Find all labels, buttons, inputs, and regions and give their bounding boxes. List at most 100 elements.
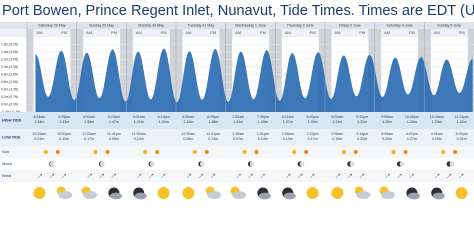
wind-arrow xyxy=(49,173,55,179)
tide-height: 1.31m xyxy=(332,120,342,124)
weather-cloud xyxy=(134,192,147,200)
moon-icon xyxy=(299,161,305,167)
night-band xyxy=(120,29,127,112)
wind-arrow xyxy=(347,173,353,179)
tide-height: 0.10m xyxy=(283,137,293,141)
y-tick-label: 0.6m (2.0ft) xyxy=(1,80,18,84)
wind-arrow xyxy=(297,173,303,179)
moon-icon xyxy=(49,161,55,167)
tide-time: 10:26pm xyxy=(405,115,419,119)
sun-icon xyxy=(105,150,110,154)
am-label: AM xyxy=(136,30,142,35)
tide-time: 2:08am xyxy=(282,132,294,136)
wind-arrow xyxy=(335,173,341,179)
wind-arrow xyxy=(210,173,216,179)
tide-height: 0.14m xyxy=(258,137,268,141)
y-tick-label: -0.2m (-0.7ft) xyxy=(1,110,20,114)
moon-icon xyxy=(199,161,205,167)
sun-icon xyxy=(192,150,197,154)
weather-sun xyxy=(306,187,319,199)
tide-time: 4:52am xyxy=(83,115,95,119)
tide-time: 12:30am xyxy=(181,132,195,136)
wind-arrow xyxy=(87,173,92,179)
tide-time: 11:41pm xyxy=(107,132,121,136)
tide-time: 4:35pm xyxy=(58,115,70,119)
sun-icon xyxy=(353,150,358,154)
moon-icon xyxy=(99,161,105,167)
tide-time: 6:59pm xyxy=(207,115,219,119)
sun-icon xyxy=(254,150,259,154)
night-band xyxy=(169,29,176,112)
pm-label: PM xyxy=(260,30,266,35)
wind-arrow xyxy=(385,173,390,179)
y-tick-label: 0.2m (0.7ft) xyxy=(1,95,18,99)
night-band xyxy=(275,29,282,112)
tide-time: 6:30am xyxy=(182,115,194,119)
tide-height: 1.22m xyxy=(457,120,467,124)
tide-height: 1.32m xyxy=(357,120,367,124)
wind-arrow xyxy=(285,173,291,179)
wind-arrow xyxy=(198,173,204,179)
weather-sun xyxy=(182,187,195,199)
y-tick-label: 1.0m (3.3ft) xyxy=(1,65,18,69)
day-label: Thursday 2 June xyxy=(287,24,314,28)
wind-arrow xyxy=(61,173,67,179)
am-label: AM xyxy=(384,30,390,35)
wind-arrow xyxy=(99,173,104,179)
weather-sun xyxy=(455,187,468,199)
tide-time: 3:14pm xyxy=(356,132,368,136)
day-label: Wednesday 1 June xyxy=(235,24,266,28)
night-band xyxy=(374,29,382,112)
tide-height: 0.08m xyxy=(109,137,119,141)
wind-arrow xyxy=(136,173,142,179)
tide-time: 2:22pm xyxy=(307,132,319,136)
tide-time: 11:03am xyxy=(82,132,96,136)
tide-time: 7:49pm xyxy=(257,115,269,119)
moon-icon xyxy=(249,161,255,167)
night-band xyxy=(176,29,183,112)
sun-icon xyxy=(93,150,98,154)
day-label: Saturday 28 May xyxy=(38,24,65,28)
weather-cloud xyxy=(83,191,98,199)
sun-icon xyxy=(341,150,346,154)
tide-time: 4:41am xyxy=(431,132,443,136)
tide-row-bg xyxy=(0,129,474,146)
wind-arrow xyxy=(409,173,414,179)
tide-time: 2:58am xyxy=(331,132,343,136)
sun-icon xyxy=(441,150,446,154)
sun-icon xyxy=(292,150,297,154)
wind-arrow xyxy=(248,173,253,179)
tide-height: 1.26m xyxy=(407,120,417,124)
weather-cloud xyxy=(258,192,271,200)
tide-time: 5:22pm xyxy=(108,115,120,119)
wind-arrow xyxy=(458,173,464,179)
weather-cloud xyxy=(232,191,247,199)
night-band xyxy=(424,29,431,112)
tide-height: 1.43m xyxy=(59,120,69,124)
wind-arrow xyxy=(446,173,452,179)
day-label: Sunday 29 May xyxy=(89,24,114,28)
wind-arrow xyxy=(111,173,116,179)
weather-cloud xyxy=(381,191,396,199)
weather-cloud xyxy=(283,192,296,200)
tide-time: 9:02am xyxy=(331,115,343,119)
wind-arrow xyxy=(359,173,365,179)
wind-arrow xyxy=(397,173,402,179)
day-header-bg xyxy=(0,22,474,29)
pm-label: PM xyxy=(111,30,117,35)
tide-height: 1.38m xyxy=(84,120,94,124)
tide-time: 11:21pm xyxy=(455,115,469,119)
wind-arrow xyxy=(186,173,192,179)
tide-height: 0.21m xyxy=(34,137,44,141)
tide-height: 0.14m xyxy=(134,137,144,141)
pm-label: PM xyxy=(310,30,316,35)
y-tick-label: 1.2m (3.9ft) xyxy=(1,57,18,61)
night-band xyxy=(70,29,77,112)
info-row-bg xyxy=(0,158,474,170)
sun-icon xyxy=(242,150,247,154)
tide-time: 10:15am xyxy=(32,132,46,136)
info-row-bg xyxy=(0,146,474,158)
tide-height: 0.13m xyxy=(208,137,218,141)
tide-height: 1.39m xyxy=(308,120,318,124)
wind-arrow xyxy=(260,173,265,179)
